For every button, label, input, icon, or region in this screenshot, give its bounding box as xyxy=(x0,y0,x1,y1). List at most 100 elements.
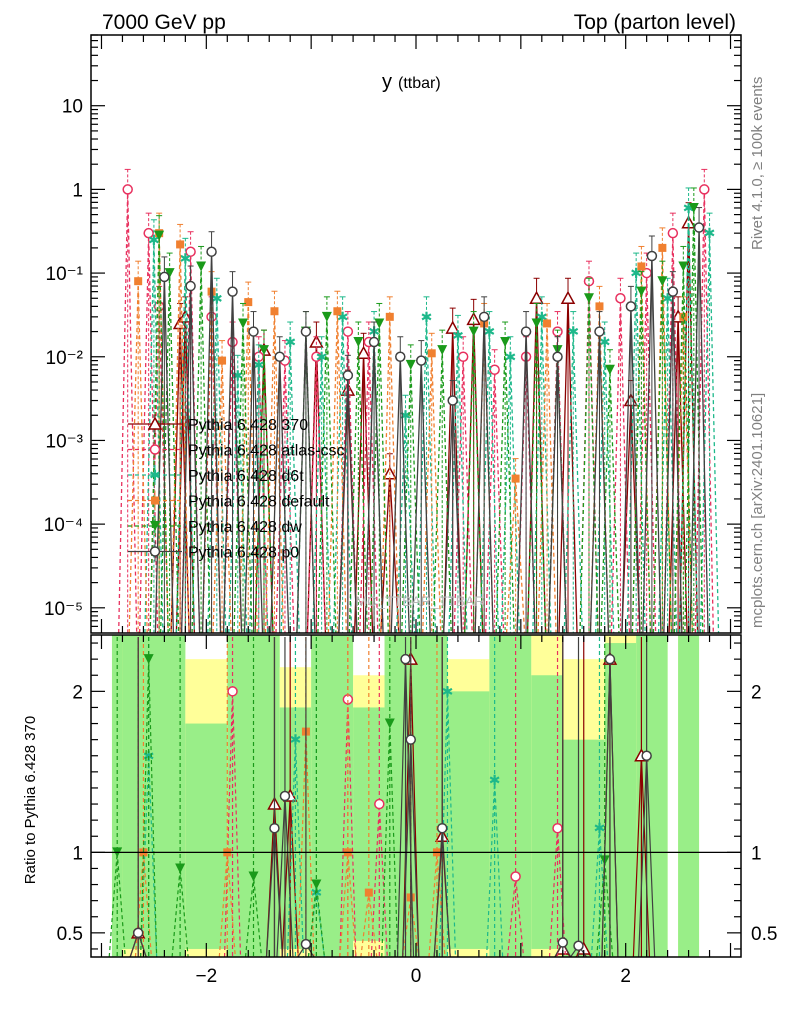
data-point xyxy=(385,312,394,321)
axes: 10 1 10⁻¹ 10⁻² 10⁻³ 10⁻⁴ 10⁻⁵ 0.5 0.5 1 1 2 2 −2 0 2 xyxy=(44,34,777,987)
data-point: ✱ xyxy=(536,310,548,326)
legend-label: Pythia 6.428 dw xyxy=(188,519,302,536)
y-tick-label: 10⁻³ xyxy=(46,431,84,452)
ratio-band-green xyxy=(122,635,144,949)
series-line xyxy=(684,207,704,634)
data-point xyxy=(511,474,520,483)
ratio-point xyxy=(279,790,291,802)
series-line xyxy=(595,342,615,634)
ratio-point xyxy=(364,888,373,897)
legend-marker xyxy=(150,521,160,531)
y-tick-label: 10⁻⁵ xyxy=(44,599,83,620)
data-point xyxy=(143,227,154,239)
data-point xyxy=(615,293,626,304)
series-line xyxy=(484,369,505,634)
ratio-point xyxy=(132,927,144,939)
data-point xyxy=(447,395,458,406)
ratio-point xyxy=(436,822,448,834)
data-point: ✱ xyxy=(683,201,695,217)
x-tick-label: −2 xyxy=(195,966,217,987)
ratio-point: ✱ xyxy=(311,886,323,902)
ratio-point xyxy=(573,940,584,951)
ratio-spike xyxy=(370,804,388,958)
ratio-point xyxy=(405,734,417,745)
y-tick-label: 10 xyxy=(62,97,83,118)
legend-marker xyxy=(151,496,159,505)
ratio-point: ✱ xyxy=(290,733,302,749)
data-point xyxy=(520,326,532,337)
ratio-band-green xyxy=(185,723,228,949)
data-point: ✱ xyxy=(284,335,296,351)
data-point xyxy=(445,320,460,334)
ratio-tick-label-right: 2 xyxy=(751,682,762,703)
data-point xyxy=(457,351,469,363)
y-tick-label: 10⁻² xyxy=(46,348,84,369)
ratio-band-green xyxy=(678,635,700,957)
data-point xyxy=(625,301,637,312)
data-point xyxy=(583,293,594,304)
ratio-panel-series: ✱✱✱✱✱✱ xyxy=(108,637,656,958)
data-point xyxy=(185,246,196,257)
x-tick-label: 0 xyxy=(411,966,422,987)
data-point xyxy=(333,307,342,316)
series-line xyxy=(327,311,348,634)
rivet-version-label: Rivet 4.1.0, ≥ 100k events xyxy=(749,77,766,250)
series-line xyxy=(348,342,368,634)
data-point xyxy=(300,326,312,337)
data-point xyxy=(604,364,615,375)
data-point: ✱ xyxy=(630,266,642,282)
data-point xyxy=(356,345,371,360)
ratio-tick-label-right: 1 xyxy=(751,843,762,864)
series-line xyxy=(631,291,652,634)
data-point xyxy=(667,227,679,239)
ratio-point xyxy=(248,871,259,882)
data-point: ✱ xyxy=(148,233,160,249)
data-point xyxy=(274,351,285,363)
legend-marker xyxy=(147,416,163,430)
main-panel-series: ✱ ✱ ✱ ✱ ✱ ✱ ✱ ✱ ✱ ✱ ✱ ✱ ✱ ✱ ✱ ✱ ✱ ✱ ✱ ✱ ✱ xyxy=(118,168,720,634)
ratio-point xyxy=(510,871,521,882)
data-point: ✱ xyxy=(211,291,223,307)
data-point: ✱ xyxy=(400,408,412,424)
data-point xyxy=(560,290,576,305)
legend-label: Pythia 6.428 atlas-csc xyxy=(188,443,345,460)
data-point xyxy=(227,286,238,297)
ratio-point: ✱ xyxy=(489,773,501,789)
ratio-spike xyxy=(339,699,357,958)
data-point: ✱ xyxy=(316,350,328,366)
ratio-tick-label-left: 2 xyxy=(72,682,83,703)
y-tick-label: 1 xyxy=(72,180,83,201)
data-point xyxy=(258,345,269,356)
plot-title-sub: (ttbar) xyxy=(398,75,441,92)
data-point xyxy=(637,262,646,271)
ratio-tick-label-left: 0.5 xyxy=(57,924,83,945)
ratio-band-green xyxy=(353,707,385,941)
ratio-band-green xyxy=(227,635,280,957)
legend-marker: ✱ xyxy=(149,468,161,484)
data-point xyxy=(270,307,279,316)
series-pythia-6-428-d6t: ✱ ✱ ✱ ✱ ✱ ✱ ✱ ✱ ✱ ✱ ✱ ✱ ✱ ✱ ✱ ✱ ✱ ✱ ✱ ✱ ✱ xyxy=(144,187,720,634)
ratio-point xyxy=(143,654,154,665)
header-right: Top (parton level) xyxy=(574,11,736,34)
ratio-spike xyxy=(223,691,242,958)
ratio-y-axis-label: Ratio to Pythia 6.428 370 xyxy=(22,716,39,884)
ratio-spike xyxy=(438,691,457,958)
series-line xyxy=(422,353,442,634)
data-point xyxy=(468,326,479,337)
ratio-point xyxy=(604,653,616,665)
ratio-band-green xyxy=(311,635,354,957)
legend-entry: Pythia 6.428 atlas-csc xyxy=(128,439,345,460)
header-left: 7000 GeV pp xyxy=(102,11,226,34)
ratio-spike xyxy=(590,828,609,958)
ratio-point xyxy=(400,653,411,665)
data-point xyxy=(531,318,542,329)
data-point xyxy=(552,351,563,363)
ratio-point xyxy=(552,822,563,834)
ratio-band-green xyxy=(489,635,532,957)
legend-marker xyxy=(149,546,161,557)
data-point xyxy=(405,359,416,370)
ratio-point xyxy=(311,879,322,890)
data-point xyxy=(185,280,196,292)
series-line xyxy=(359,342,379,634)
